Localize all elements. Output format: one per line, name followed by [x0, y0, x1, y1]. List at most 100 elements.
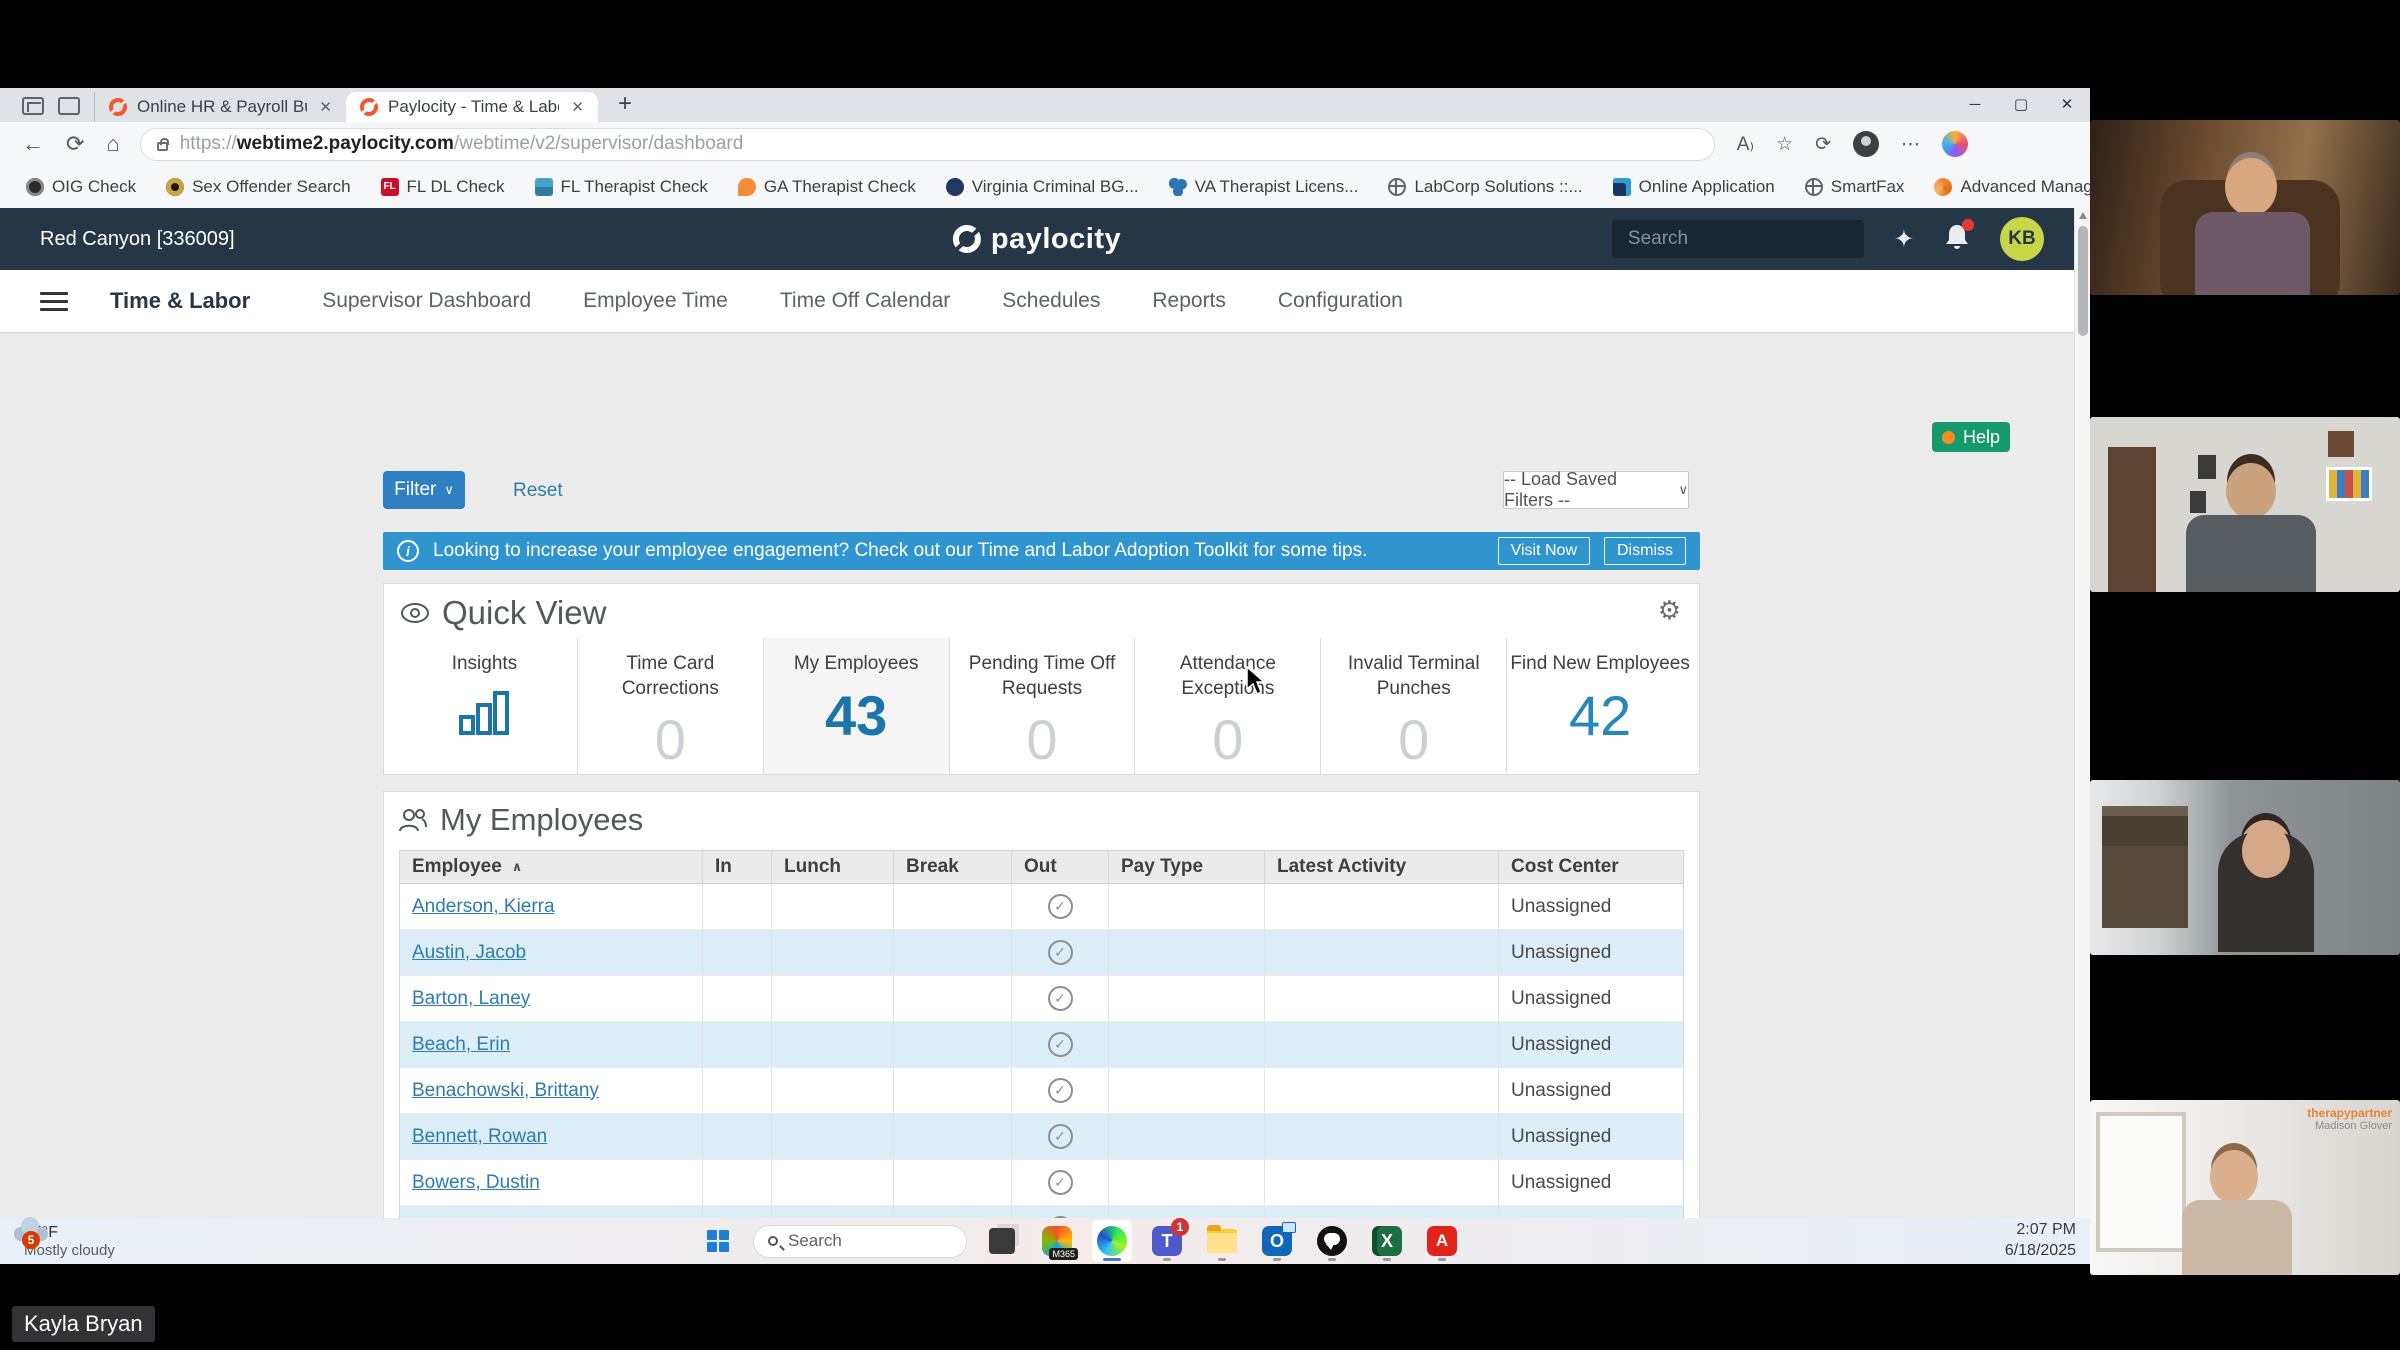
paylocity-logo[interactable]: paylocity	[952, 223, 1121, 256]
nav-configuration[interactable]: Configuration	[1277, 289, 1403, 312]
stat-insights[interactable]: Insights	[392, 638, 578, 774]
dismiss-button[interactable]: Dismiss	[1604, 537, 1686, 565]
nav-time-off-calendar[interactable]: Time Off Calendar	[779, 289, 951, 312]
copilot-icon[interactable]	[1942, 131, 1969, 157]
participant-video[interactable]	[2090, 780, 2400, 955]
bookmark-labcorp[interactable]: LabCorp Solutions ::...	[1388, 177, 1583, 197]
column-cost-center[interactable]: Cost Center	[1511, 856, 1619, 877]
paylocity-favicon	[360, 98, 378, 116]
bookmark-favicon	[26, 178, 44, 196]
employee-link[interactable]: Austin, Jacob	[412, 941, 527, 963]
acrobat-app[interactable]: A	[1422, 1220, 1462, 1262]
visit-now-button[interactable]: Visit Now	[1497, 537, 1590, 565]
excel-app[interactable]: X	[1367, 1220, 1407, 1262]
stat-find-new-employees[interactable]: Find New Employees 42	[1510, 653, 1690, 747]
reset-link[interactable]: Reset	[513, 480, 563, 501]
bookmark-virginia-criminal-bg[interactable]: Virginia Criminal BG...	[945, 177, 1139, 197]
tab-online-hr-payroll[interactable]: Online HR & Payroll Built for Emp ✕	[94, 92, 346, 122]
tab-paylocity-supervisor[interactable]: Paylocity - Time & Labor Supervis ✕	[346, 92, 598, 122]
maximize-button[interactable]: ▢	[2013, 96, 2029, 113]
copilot-m365-app[interactable]: M365	[1037, 1220, 1078, 1262]
browser-window-icon[interactable]	[58, 97, 80, 115]
start-button[interactable]	[698, 1220, 738, 1262]
stat-attendance-exceptions[interactable]: Attendance Exceptions 0	[1135, 638, 1322, 774]
filter-button[interactable]: Filter ∨	[383, 471, 465, 509]
refresh-icon[interactable]: ⟳	[66, 131, 85, 156]
browser-profile-icon[interactable]	[1853, 131, 1880, 157]
participant-video[interactable]	[2090, 417, 2400, 592]
bookmark-oig-check[interactable]: OIG Check	[26, 177, 136, 197]
chat-app[interactable]	[1312, 1220, 1352, 1262]
nav-reports[interactable]: Reports	[1152, 289, 1226, 312]
employee-link[interactable]: Beach, Erin	[412, 1033, 511, 1055]
participant-video[interactable]: therapypartner Madison Glover	[2090, 1100, 2400, 1275]
participant-video[interactable]	[2090, 120, 2400, 295]
file-explorer-app[interactable]	[1202, 1220, 1242, 1262]
back-icon[interactable]: ←	[22, 131, 44, 156]
notifications-bell-icon[interactable]	[1944, 218, 1974, 256]
settings-dots-icon[interactable]: ⋯	[1901, 133, 1921, 155]
employee-link[interactable]: Barton, Laney	[412, 987, 531, 1009]
browser-workspaces-icon[interactable]	[22, 97, 44, 115]
home-icon[interactable]: ⌂	[106, 131, 120, 156]
employee-link[interactable]: Benachowski, Brittany	[412, 1079, 599, 1101]
close-button[interactable]: ✕	[2060, 96, 2074, 113]
column-out[interactable]: Out	[1012, 851, 1109, 883]
header-search-input[interactable]: Search	[1611, 220, 1864, 258]
bookmark-favicon	[534, 178, 553, 196]
page-scrollbar[interactable]	[2074, 208, 2090, 1218]
favorites-star-icon[interactable]: ☆	[1776, 133, 1794, 155]
column-latest-activity[interactable]: Latest Activity	[1265, 851, 1499, 883]
tab-close-icon[interactable]: ✕	[319, 99, 332, 116]
column-pay-type[interactable]: Pay Type	[1109, 851, 1265, 883]
stat-invalid-terminal-punches[interactable]: Invalid Terminal Punches 0	[1321, 638, 1508, 774]
help-button[interactable]: Help	[1932, 422, 2010, 452]
eye-icon	[401, 603, 429, 623]
task-view-app[interactable]	[982, 1220, 1022, 1262]
taskbar-search[interactable]: Search	[753, 1224, 967, 1258]
employee-link[interactable]: Bennett, Rowan	[412, 1125, 548, 1147]
load-saved-filters-dropdown[interactable]: -- Load Saved Filters -- ∨	[1503, 469, 1689, 510]
stat-pending-time-off[interactable]: Pending Time Off Requests 0	[950, 638, 1136, 774]
bookmark-advanced-manage[interactable]: Advanced Manage...	[1934, 177, 2116, 197]
taskbar-clock[interactable]: 2:07 PM 6/18/2025	[2005, 1220, 2076, 1262]
employee-link[interactable]: Breeden, Sara	[412, 1218, 535, 1219]
column-break[interactable]: Break	[894, 851, 1012, 883]
bookmark-fl-dl-check[interactable]: FL FL DL Check	[380, 177, 505, 197]
column-in[interactable]: In	[703, 851, 772, 883]
nav-supervisor-dashboard[interactable]: Supervisor Dashboard	[322, 289, 532, 312]
employee-link[interactable]: Anderson, Kierra	[412, 895, 555, 917]
stat-time-card-corrections[interactable]: Time Card Corrections 0	[578, 638, 764, 774]
checked-out-icon: ✓	[1047, 940, 1073, 965]
read-aloud-icon[interactable]: A₎	[1736, 133, 1755, 155]
employee-link[interactable]: Bowers, Dustin	[412, 1171, 540, 1193]
bookmark-ga-therapist-check[interactable]: GA Therapist Check	[737, 177, 916, 197]
sort-asc-icon: ∧	[511, 859, 523, 874]
scrollbar-thumb[interactable]	[2078, 226, 2088, 336]
edge-app[interactable]	[1092, 1220, 1132, 1262]
collections-icon[interactable]: ⟳	[1815, 133, 1832, 155]
bookmark-sex-offender-search[interactable]: Sex Offender Search	[166, 177, 351, 197]
bookmark-online-application[interactable]: Online Application	[1612, 177, 1775, 197]
nav-employee-time[interactable]: Employee Time	[583, 289, 728, 312]
new-tab-button[interactable]: +	[618, 90, 633, 117]
scroll-up-icon[interactable]	[2079, 212, 2087, 219]
bookmark-fl-therapist-check[interactable]: FL Therapist Check	[534, 177, 708, 197]
user-avatar[interactable]: KB	[2000, 217, 2044, 261]
nav-schedules[interactable]: Schedules	[1002, 289, 1101, 312]
bookmark-va-therapist-license[interactable]: VA Therapist Licens...	[1168, 177, 1358, 197]
tab-close-icon[interactable]: ✕	[571, 99, 584, 116]
gear-icon[interactable]: ⚙	[1657, 596, 1681, 626]
hamburger-menu-icon[interactable]	[40, 291, 68, 311]
minimize-button[interactable]: ─	[1969, 95, 1981, 113]
column-employee[interactable]: Employee ∧	[400, 851, 703, 883]
column-lunch[interactable]: Lunch	[772, 851, 894, 883]
sparkle-icon[interactable]: ✦	[1893, 225, 1914, 253]
address-bar[interactable]: https://webtime2.paylocity.com/webtime/v…	[139, 127, 1715, 161]
bookmark-smartfax[interactable]: SmartFax	[1804, 177, 1904, 197]
taskbar-weather-widget[interactable]: 5 85°F Mostly cloudy	[14, 1224, 115, 1259]
outlook-app[interactable]: O	[1257, 1220, 1297, 1262]
stat-my-employees[interactable]: My Employees 43	[763, 638, 950, 774]
paylocity-header: Red Canyon [336009] paylocity Search ✦ K…	[0, 208, 2074, 270]
